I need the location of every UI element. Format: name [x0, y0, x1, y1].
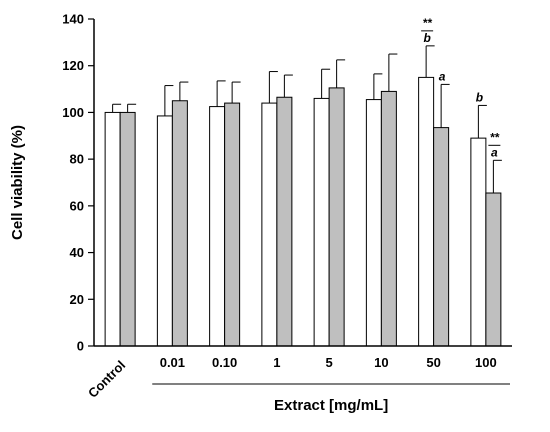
bar — [433, 127, 450, 347]
bar — [313, 97, 330, 347]
bar — [261, 102, 278, 347]
y-tick-label: 80 — [70, 152, 84, 167]
bar — [380, 90, 397, 347]
significance-label: ** — [490, 130, 501, 144]
bar — [328, 87, 345, 347]
y-axis-ticks: 0 20 40 60 80 100 120 140 — [62, 12, 94, 354]
significance-label: b — [423, 31, 430, 45]
bar — [224, 102, 241, 347]
x-tick-label: 0.01 — [160, 355, 185, 370]
significance-label: a — [491, 145, 498, 159]
x-tick-label: 100 — [475, 355, 497, 370]
y-tick-label: 40 — [70, 245, 84, 260]
annotations-layer: b**aba** — [421, 16, 501, 159]
y-axis-title: Cell viability (%) — [9, 125, 26, 240]
bar — [485, 192, 502, 347]
x-axis-ticks: Control 0.01 0.10 1 5 10 50 100 — [85, 355, 497, 401]
bar — [418, 76, 435, 347]
x-tick-label: 1 — [273, 355, 280, 370]
error-bars-layer — [112, 45, 502, 194]
x-tick-label: 5 — [326, 355, 333, 370]
y-tick-label: 100 — [62, 105, 84, 120]
x-axis-title: Extract [mg/mL] — [274, 397, 388, 414]
significance-label: a — [439, 69, 446, 83]
bar — [104, 111, 121, 347]
y-tick-label: 140 — [62, 12, 84, 27]
bar — [171, 100, 188, 347]
y-tick-label: 20 — [70, 292, 84, 307]
significance-label: ** — [422, 16, 433, 30]
y-tick-label: 120 — [62, 58, 84, 73]
x-tick-label: Control — [85, 358, 128, 401]
y-tick-label: 0 — [77, 339, 84, 354]
x-tick-label: 50 — [426, 355, 440, 370]
x-tick-label: 0.10 — [212, 355, 237, 370]
x-tick-label: 10 — [374, 355, 388, 370]
bar — [365, 99, 382, 347]
bar — [119, 111, 136, 347]
y-tick-label: 60 — [70, 198, 84, 213]
bar — [470, 137, 487, 347]
bar — [276, 96, 293, 347]
bar — [156, 115, 173, 347]
bar — [209, 106, 226, 347]
significance-label: b — [476, 90, 483, 104]
